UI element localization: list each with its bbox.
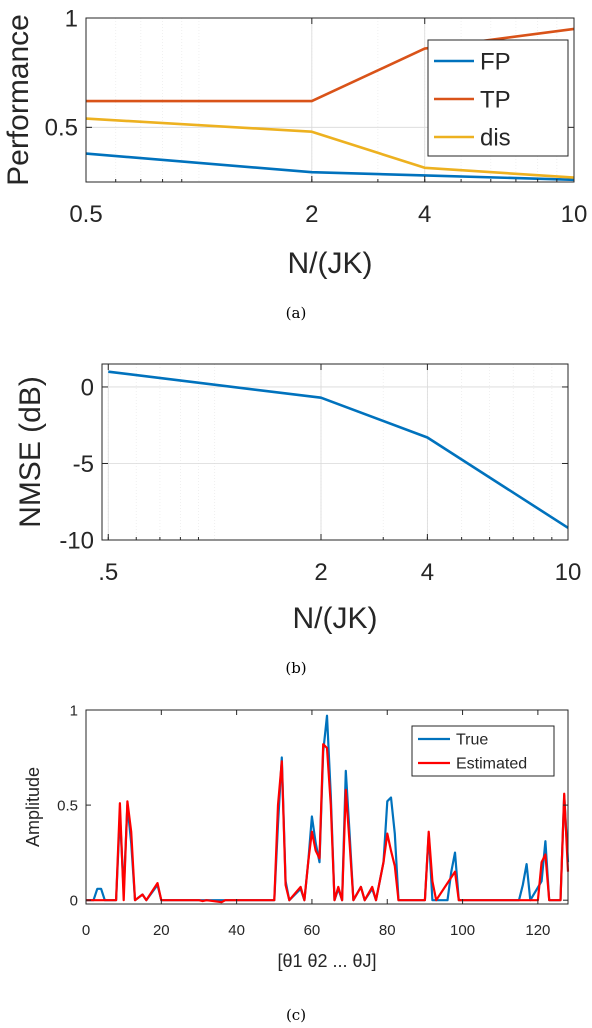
y-tick-label: -5 — [73, 451, 94, 478]
x-tick-label: 10 — [561, 201, 588, 228]
y-tick-label: 0 — [70, 892, 78, 909]
x-tick-label: 4 — [421, 559, 434, 586]
figure-caption: (b) — [285, 659, 306, 677]
x-tick-label: 80 — [379, 922, 396, 939]
legend-label-estimated: Estimated — [456, 756, 527, 773]
series-line-tp — [86, 27, 575, 103]
plot-area — [102, 364, 568, 540]
legend-label-tp: TP — [480, 86, 511, 113]
x-tick-label: 100 — [450, 922, 475, 939]
grid — [102, 364, 569, 541]
x-tick-label: 4 — [418, 201, 431, 228]
legend: True Estimated — [411, 725, 555, 777]
chart-a: 0.5 2 4 10 0.5 1 N/(JK) Performance (a) FP TP dis — [2, 5, 587, 322]
x-tick-label: 2 — [305, 201, 318, 228]
series-line-0 — [108, 370, 569, 529]
y-axis-label: Performance — [2, 14, 35, 186]
x-tick-label: 20 — [153, 922, 170, 939]
x-tick-label: 2 — [314, 559, 327, 586]
x-tick-label: 0.5 — [69, 201, 102, 228]
legend-box — [411, 725, 555, 777]
figure-caption: (a) — [286, 304, 307, 322]
y-tick-label: 1 — [70, 702, 78, 719]
legend-label-fp: FP — [480, 48, 511, 75]
series-line-estimated — [86, 743, 570, 904]
series-line-dis — [85, 117, 575, 179]
x-axis-label: N/(JK) — [288, 247, 373, 280]
y-tick-label: 1 — [65, 5, 78, 32]
axes-frame — [85, 709, 569, 905]
y-tick-label: -10 — [59, 527, 94, 554]
x-tick-label: 120 — [525, 922, 550, 939]
chart-c: 0 20 40 60 80 100 120 0 0.5 1 [θ1 θ2 ... θJ] Amplit… — [23, 702, 570, 1024]
x-tick-label: 60 — [304, 922, 321, 939]
axes-frame — [101, 363, 569, 541]
legend: FP TP dis — [427, 39, 569, 157]
legend-label-dis: dis — [480, 124, 511, 151]
x-axis-label: [θ1 θ2 ... θJ] — [277, 951, 376, 971]
y-axis-label: NMSE (dB) — [14, 376, 47, 528]
y-axis-label: Amplitude — [23, 767, 43, 847]
y-tick-label: 0.5 — [57, 797, 78, 814]
figure-caption: (c) — [286, 1006, 306, 1024]
x-tick-label: 10 — [555, 559, 582, 586]
x-tick-label: 0 — [82, 922, 90, 939]
chart-b: .5 2 4 10 -10 -5 0 N/(JK) NMSE (dB) (b) — [14, 363, 582, 677]
y-tick-label: 0.5 — [45, 115, 78, 142]
x-axis-label: N/(JK) — [293, 602, 378, 635]
x-tick-label: .5 — [98, 559, 118, 586]
legend-label-true: True — [456, 732, 488, 749]
y-tick-label: 0 — [81, 374, 94, 401]
x-tick-label: 40 — [228, 922, 245, 939]
series-line-fp — [85, 152, 575, 182]
axes-frame — [85, 17, 575, 183]
